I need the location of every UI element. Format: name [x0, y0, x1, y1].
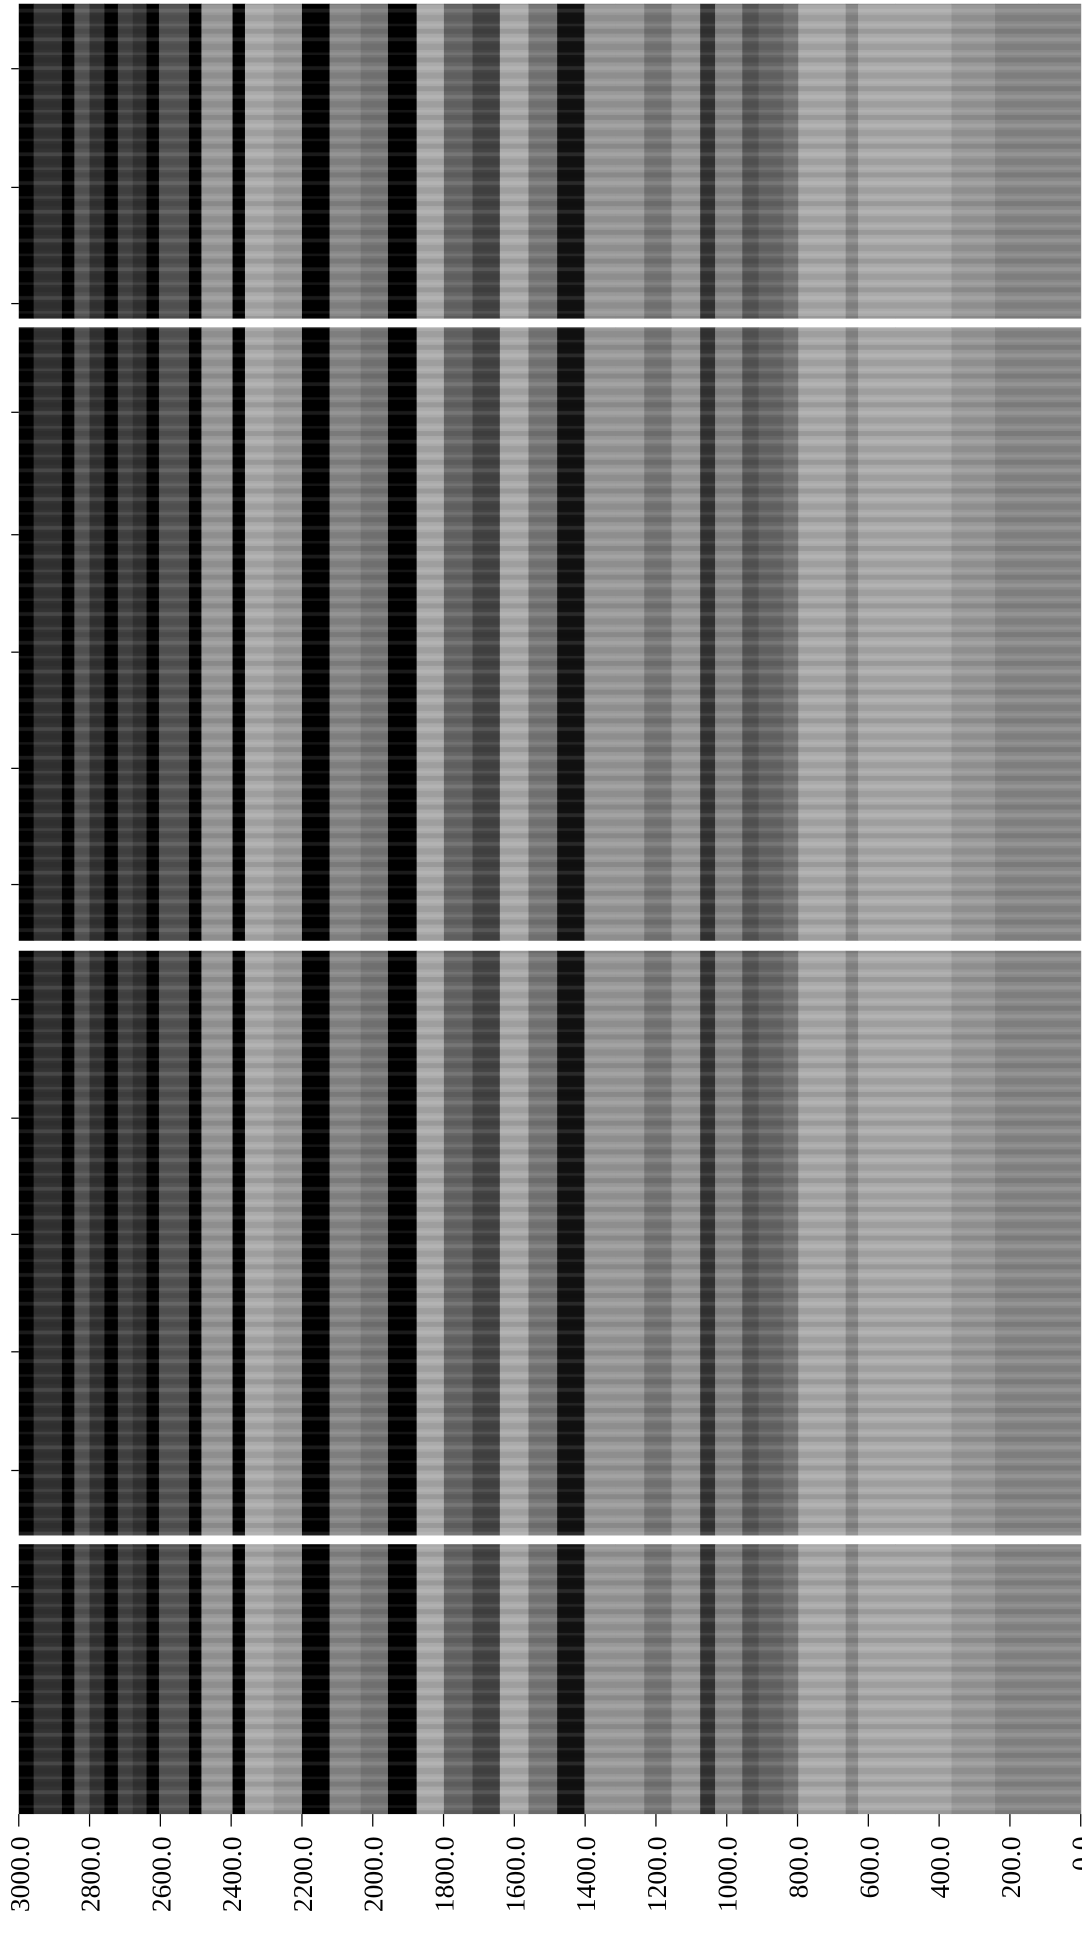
texture	[18, 327, 1081, 941]
x-tick-label: 600.0	[854, 1837, 884, 1899]
x-tick-label: 1400.0	[571, 1837, 601, 1913]
x-tick-label: 1200.0	[642, 1837, 672, 1913]
x-tick-label: 3000.0	[5, 1837, 35, 1913]
x-tick-label: 800.0	[784, 1837, 814, 1899]
x-tick-label: 200.0	[996, 1837, 1026, 1899]
x-tick-label: 2600.0	[146, 1837, 176, 1913]
texture	[18, 1544, 1081, 1815]
x-tick-label: 2200.0	[288, 1837, 318, 1913]
x-tick-label: 1600.0	[500, 1837, 530, 1913]
texture	[18, 3, 1081, 319]
x-tick-label: 0.0	[1067, 1837, 1082, 1871]
x-axis: 3000.0 2800.0 2600.0 2400.0 2200.0 2000.0 1800…	[5, 1814, 1082, 1912]
x-tick-label: 2000.0	[359, 1837, 389, 1913]
x-tick-label: 1800.0	[430, 1837, 460, 1913]
x-tick-label: 2400.0	[217, 1837, 247, 1913]
x-tick-label: 2800.0	[76, 1837, 106, 1913]
texture	[18, 950, 1081, 1536]
x-tick-label: 400.0	[925, 1837, 955, 1899]
heatmap	[18, 3, 1082, 1815]
x-tick-label: 1000.0	[713, 1837, 743, 1913]
row-ticks	[11, 68, 19, 1703]
